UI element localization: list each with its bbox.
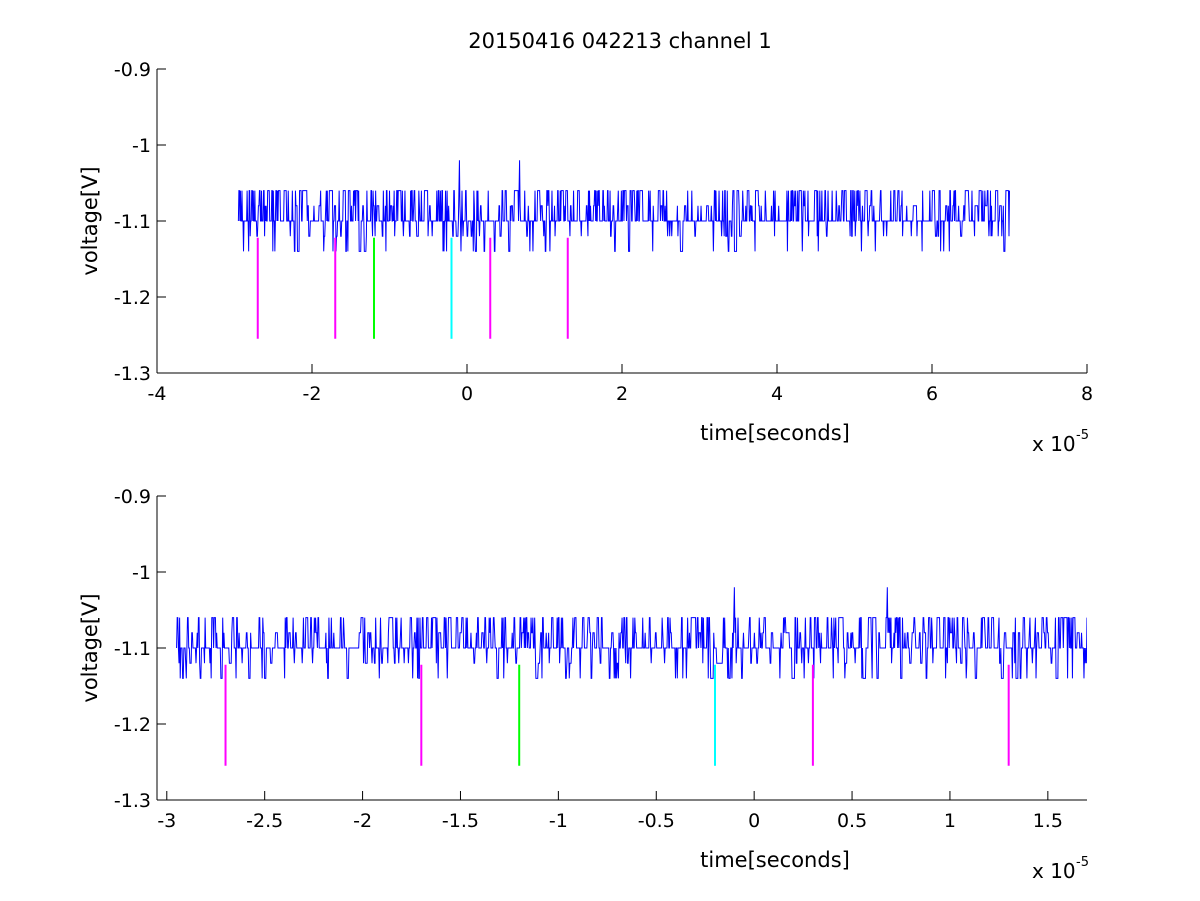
x-tick-label: 1	[944, 810, 956, 832]
x-axis-label: time[seconds]	[700, 421, 850, 445]
top-panel: -4 -2 0 2 4 6 8 -1.3 -1.2 -1.1 -1 -0.9 time[seconds]…	[78, 59, 1093, 456]
x-tick-label: 0	[748, 810, 760, 832]
x-tick-label: -1	[549, 810, 568, 832]
x-tick-label: 1.5	[1033, 810, 1063, 832]
y-tick-label: -1.2	[114, 714, 151, 736]
x-exponent-label: x 10	[1032, 432, 1076, 456]
x-tick-label: -2.5	[246, 810, 283, 832]
voltage-trace	[237, 160, 1010, 252]
y-tick-label: -1.3	[114, 790, 151, 812]
y-tick-label: -1.3	[114, 363, 151, 385]
y-tick-label: -0.9	[114, 59, 151, 81]
x-tick-label: -4	[148, 383, 167, 405]
x-tick-label: 8	[1081, 383, 1093, 405]
x-axis-label: time[seconds]	[700, 848, 850, 872]
x-tick-label: 2	[616, 383, 628, 405]
y-tick-label: -1	[132, 562, 151, 584]
x-exponent-label: x 10	[1032, 859, 1076, 883]
x-tick-label: -2	[303, 383, 322, 405]
x-tick-label: -3	[157, 810, 176, 832]
x-tick-label: -1.5	[442, 810, 479, 832]
y-tick-label: -1	[132, 135, 151, 157]
y-axis-label: voltage[V]	[78, 593, 102, 702]
x-tick-label: 0.5	[837, 810, 867, 832]
x-tick-label: 6	[926, 383, 938, 405]
y-tick-label: -1.1	[114, 638, 151, 660]
voltage-trace	[176, 587, 1087, 679]
x-exponent-value: -5	[1076, 855, 1089, 870]
figure-title: 20150416 042213 channel 1	[468, 29, 772, 53]
x-tick-label: 0	[461, 383, 473, 405]
y-tick-label: -1.1	[114, 211, 151, 233]
x-tick-label: 4	[771, 383, 783, 405]
y-axis-label: voltage[V]	[78, 166, 102, 275]
x-tick-label: -0.5	[638, 810, 675, 832]
x-exponent-value: -5	[1076, 428, 1089, 443]
x-tick-label: -2	[353, 810, 372, 832]
y-tick-label: -0.9	[114, 486, 151, 508]
bottom-panel: -3 -2.5 -2 -1.5 -1 -0.5 0 0.5 1 1.5 -1.3 -1.2 -1.1 -1…	[78, 486, 1089, 883]
y-tick-label: -1.2	[114, 287, 151, 309]
